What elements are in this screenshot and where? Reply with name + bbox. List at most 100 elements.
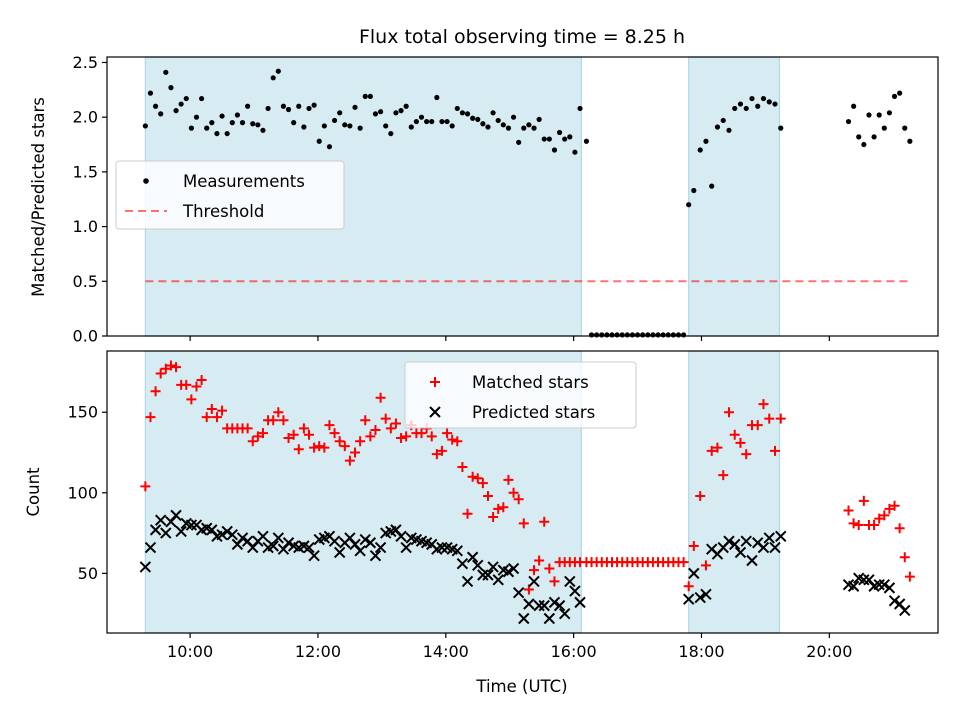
measurements-point-25 [270,75,276,81]
matched-stars-point-25 [268,415,279,426]
predicted-stars-point-58 [436,541,448,554]
predicted-stars-point-9 [185,519,198,531]
measurements-point-67 [485,124,491,130]
predicted-stars-point-85 [574,596,586,609]
matched-stars-point-32 [303,429,314,440]
measurements-point-70 [500,122,506,128]
predicted-stars-point-112 [888,595,901,607]
predicted-stars-point-38 [333,546,346,559]
matched-stars-point-64 [467,471,478,482]
matched-stars-point-51 [401,431,412,442]
measurements-point-5 [168,85,174,91]
matched-stars-point-70 [498,502,509,513]
measurements-point-103 [670,332,676,338]
matched-stars-point-73 [513,494,524,505]
matched-stars-point-31 [298,423,309,434]
measurements-point-46 [377,109,384,115]
matched-stars-point-12 [201,412,212,423]
predicted-stars-point-28 [282,537,295,549]
predicted-stars-point-67 [482,569,494,581]
x-tick-label: 10:00 [167,642,213,661]
measurements-point-131 [886,110,893,116]
matched-stars-point-6 [171,362,182,373]
measurements-point-10 [193,114,200,120]
predicted-stars-point-71 [502,566,515,578]
measurements-point-9 [188,125,194,131]
predicted-stars-point-63 [461,575,474,588]
measurements-point-121 [772,101,778,107]
predicted-stars-point-42 [354,545,366,557]
matched-stars-point-114 [729,429,740,440]
predicted-stars-point-101 [769,541,781,554]
measurements-point-62 [459,110,466,116]
measurements-point-55 [424,118,430,125]
matched-stars-point-41 [350,447,361,458]
measurements-point-58 [439,118,445,125]
predicted-stars-point-19 [236,532,249,544]
matched-stars-point-110 [706,445,717,456]
matched-stars-point-118 [752,420,763,431]
predicted-stars-point-87 [688,567,700,580]
measurements-point-4 [163,69,169,75]
measurements-point-32 [306,105,312,112]
predicted-stars-point-33 [308,549,320,562]
predicted-stars-point-25 [267,540,279,552]
measurements-point-66 [480,121,486,127]
predicted-stars-point-109 [873,578,885,591]
measurements-point-35 [321,123,327,129]
y-tick-label: 0.5 [73,272,98,291]
matched-stars-point-2 [150,386,161,397]
predicted-stars-point-6 [170,509,182,522]
matched-stars-point-119 [758,399,769,410]
legend-label: Measurements [183,172,305,191]
y-tick-label: 0.0 [73,327,98,346]
matched-stars-point-108 [695,491,706,502]
matched-stars-point-123 [843,505,854,516]
predicted-stars-point-96 [740,535,752,547]
measurements-point-23 [260,127,266,133]
matched-stars-point-22 [252,431,263,442]
matched-stars-point-134 [899,552,910,563]
measurements-point-101 [660,332,666,338]
predicted-stars-point-66 [477,569,489,581]
measurements-point-85 [577,105,583,112]
matched-stars-point-74 [518,518,529,529]
measurements-point-22 [255,122,261,128]
predicted-stars-point-83 [564,575,576,588]
matched-stars-point-48 [385,423,396,434]
predicted-stars-point-79 [543,612,556,625]
measurements-point-78 [541,136,547,142]
matched-stars-point-36 [324,420,335,431]
matched-stars-point-21 [247,436,258,447]
matched-stars-point-39 [339,441,350,452]
measurements-point-52 [408,124,414,130]
measurements-point-6 [173,108,179,114]
measurements-point-125 [856,134,862,140]
measurements-point-88 [594,332,600,338]
measurements-point-83 [567,134,573,140]
predicted-stars-point-61 [451,545,464,557]
measurements-point-56 [429,118,435,125]
x-axis-label: Time (UTC) [475,677,567,696]
matched-stars-point-61 [452,436,463,447]
predicted-stars-point-62 [456,558,469,570]
matched-stars-point-38 [334,436,345,447]
matched-stars-point-122 [775,413,786,424]
measurements-point-47 [383,123,389,129]
predicted-stars-point-76 [528,575,540,588]
measurements-point-15 [219,113,225,119]
matched-stars-point-66 [477,478,488,489]
matched-stars-point-58 [436,445,447,456]
matched-stars-point-72 [508,487,519,498]
measurements-point-1 [147,90,154,96]
predicted-stars-point-89 [700,588,712,601]
matched-stars-point-42 [355,436,366,447]
measurements-point-36 [326,144,333,150]
measurements-point-0 [142,123,148,129]
predicted-stars-point-37 [328,535,341,547]
matched-stars-point-56 [426,431,437,442]
measurements-point-42 [357,125,363,131]
matched-stars-point-3 [155,368,166,379]
